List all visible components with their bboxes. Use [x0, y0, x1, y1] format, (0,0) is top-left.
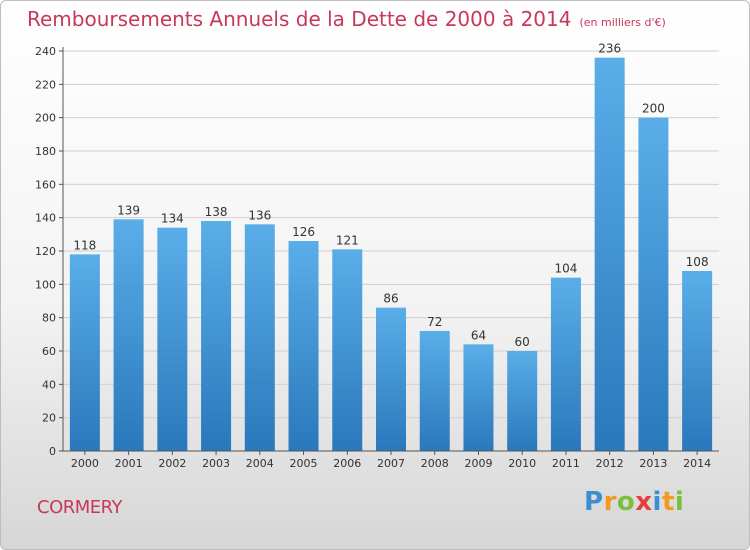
data-label-2005: 126	[292, 225, 315, 239]
chart-subtitle: (en milliers d'€)	[579, 16, 666, 29]
data-label-2003: 138	[205, 205, 228, 219]
y-tick-label: 200	[35, 112, 56, 125]
chart-title-text: Remboursements Annuels de la Dette de 20…	[27, 7, 572, 31]
bar-2003	[201, 221, 232, 451]
data-label-2000: 118	[73, 238, 96, 252]
proxiti-logo: Proxiti	[584, 487, 684, 517]
data-label-2007: 86	[383, 292, 398, 306]
x-tick-label-2011: 2011	[552, 457, 580, 470]
bar-2000	[69, 254, 100, 451]
x-tick-label-2002: 2002	[158, 457, 186, 470]
y-tick-label: 140	[35, 212, 56, 225]
x-tick-label-2009: 2009	[464, 457, 492, 470]
town-name: CORMERY	[37, 497, 123, 518]
x-tick-label-2008: 2008	[421, 457, 449, 470]
y-tick-label: 220	[35, 78, 56, 91]
bar-2012	[594, 57, 625, 452]
x-tick-label-2000: 2000	[71, 457, 99, 470]
bar-2010	[507, 351, 538, 451]
bar-2001	[113, 219, 144, 451]
y-tick-label: 80	[42, 312, 56, 325]
y-tick-label: 120	[35, 245, 56, 258]
data-label-2014: 108	[686, 255, 709, 269]
data-label-2008: 72	[427, 315, 442, 329]
axes	[59, 47, 719, 455]
logo-letter: i	[652, 487, 662, 517]
x-tick-label-2006: 2006	[333, 457, 361, 470]
bar-2011	[550, 277, 581, 451]
bar-2014	[682, 271, 713, 451]
y-tick-label: 40	[42, 378, 56, 391]
labels: 0 20 40 60 80 100 120 140 160 180 200 220 240 118 2000…	[35, 42, 711, 470]
data-label-2001: 139	[117, 203, 140, 217]
y-tick-label: 240	[35, 45, 56, 58]
bar-2005	[288, 241, 319, 451]
logo-letter: x	[635, 487, 653, 517]
x-tick-label-2003: 2003	[202, 457, 230, 470]
bar-2007	[376, 307, 406, 451]
logo-letter: P	[584, 487, 604, 517]
bar-2006	[332, 249, 363, 451]
logo-letter: o	[616, 487, 636, 517]
data-label-2002: 134	[161, 212, 184, 226]
logo-letter: t	[661, 487, 675, 517]
bar-2009	[463, 344, 494, 451]
logo-letter: r	[603, 487, 617, 517]
y-tick-label: 0	[49, 445, 56, 458]
bar-2004	[244, 224, 275, 451]
bar-2008	[419, 331, 450, 451]
x-tick-label-2005: 2005	[290, 457, 318, 470]
bar-2002	[157, 227, 188, 451]
y-tick-label: 20	[42, 412, 56, 425]
logo-letter: i	[674, 487, 685, 517]
x-tick-label-2013: 2013	[639, 457, 667, 470]
bar-2013	[638, 117, 669, 452]
x-tick-label-2010: 2010	[508, 457, 536, 470]
data-label-2006: 121	[336, 233, 359, 247]
y-tick-label: 180	[35, 145, 56, 158]
y-tick-label: 60	[42, 345, 56, 358]
x-tick-label-2014: 2014	[683, 457, 711, 470]
x-tick-label-2007: 2007	[377, 457, 405, 470]
data-label-2004: 136	[248, 208, 271, 222]
data-label-2011: 104	[554, 262, 577, 276]
data-label-2013: 200	[642, 102, 665, 116]
y-tick-label: 160	[35, 178, 56, 191]
data-label-2010: 60	[515, 335, 530, 349]
x-tick-label-2001: 2001	[115, 457, 143, 470]
x-tick-label-2004: 2004	[246, 457, 274, 470]
chart-title: Remboursements Annuels de la Dette de 20…	[27, 7, 666, 31]
data-label-2012: 236	[598, 42, 621, 56]
data-label-2009: 64	[471, 328, 486, 342]
x-tick-label-2012: 2012	[596, 457, 624, 470]
bars	[69, 57, 713, 452]
y-tick-label: 100	[35, 278, 56, 291]
